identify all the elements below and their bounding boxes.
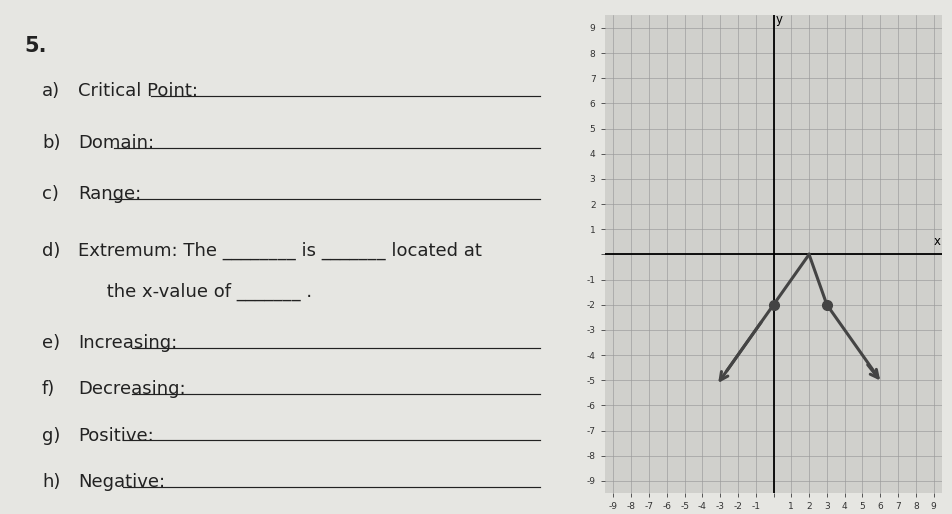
Text: e): e)	[42, 334, 60, 352]
Text: f): f)	[42, 380, 55, 398]
Text: Critical Point:: Critical Point:	[78, 82, 198, 100]
Text: 5.: 5.	[24, 36, 47, 56]
Text: the x-value of _______ .: the x-value of _______ .	[78, 283, 312, 301]
Text: a): a)	[42, 82, 60, 100]
Text: Domain:: Domain:	[78, 134, 154, 152]
Text: d): d)	[42, 242, 60, 260]
Text: Range:: Range:	[78, 185, 141, 203]
Text: c): c)	[42, 185, 59, 203]
Text: y: y	[776, 13, 783, 26]
Text: Negative:: Negative:	[78, 473, 165, 491]
Text: g): g)	[42, 427, 60, 445]
Text: x: x	[934, 235, 941, 248]
Text: Increasing:: Increasing:	[78, 334, 177, 352]
Text: h): h)	[42, 473, 60, 491]
Text: b): b)	[42, 134, 61, 152]
Text: Positive:: Positive:	[78, 427, 153, 445]
Text: Extremum: The ________ is _______ located at: Extremum: The ________ is _______ locate…	[78, 242, 482, 260]
Text: Decreasing:: Decreasing:	[78, 380, 186, 398]
